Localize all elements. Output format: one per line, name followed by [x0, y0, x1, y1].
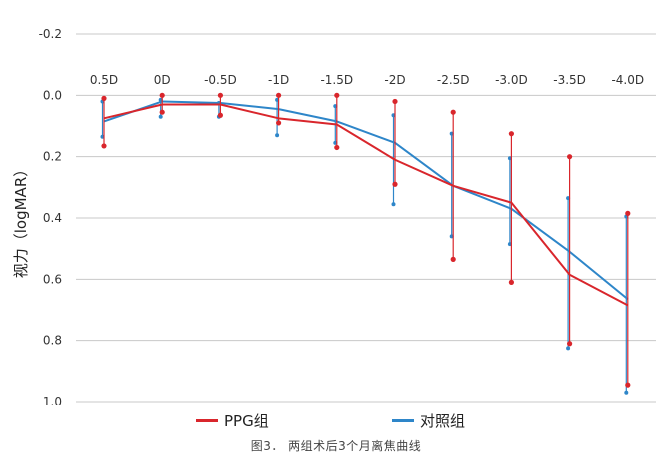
error-cap-high: [158, 114, 163, 119]
error-cap-low: [625, 210, 631, 216]
error-cap-low: [508, 131, 514, 137]
y-axis-ticks: -0.2 0.0 0.2 0.4 0.6 0.8 1.0: [39, 27, 62, 405]
error-cap-high: [567, 341, 573, 347]
x-axis-ticks: 0.5D 0D -0.5D -1D -1.5D -2D -2.5D -3.0D -3.5D -4.…: [90, 73, 644, 87]
error-cap-high: [334, 144, 340, 151]
error-cap-high: [101, 143, 107, 149]
x-tick-label: -3.0D: [495, 73, 528, 87]
error-cap-low: [450, 109, 456, 115]
x-tick-label: -1.5D: [320, 73, 353, 87]
y-tick-label: 0.2: [43, 150, 62, 164]
legend-item-ppg: PPG组: [196, 410, 269, 431]
error-cap-high: [217, 112, 223, 118]
y-tick-label: 0.0: [43, 88, 62, 102]
error-cap-high: [508, 279, 514, 285]
y-tick-label: 0.6: [43, 272, 62, 286]
error-cap-high: [276, 120, 282, 126]
y-axis-label: 视力（logMAR）: [12, 162, 30, 279]
series-line: [103, 103, 629, 307]
error-cap-low: [392, 98, 398, 105]
grid-lines: [76, 33, 656, 403]
error-cap-high: [625, 382, 631, 388]
series-control: [100, 97, 629, 395]
error-cap-high: [624, 390, 629, 395]
legend-swatch-ppg: [196, 419, 218, 422]
series-ppg: [101, 92, 631, 388]
series-layer: [100, 92, 631, 395]
error-cap-high: [275, 133, 280, 138]
error-cap-low: [217, 92, 223, 98]
legend-label-ppg: PPG组: [224, 412, 269, 430]
legend-item-control: 对照组: [392, 410, 465, 431]
error-cap-low: [567, 154, 573, 160]
legend-label-control: 对照组: [420, 412, 466, 430]
y-tick-label: 0.4: [43, 211, 62, 225]
legend: PPG组 对照组: [0, 408, 672, 434]
x-tick-label: -0.5D: [204, 73, 237, 87]
x-tick-label: -2D: [384, 73, 405, 87]
x-tick-label: -2.5D: [437, 73, 470, 87]
y-tick-label: 1.0: [43, 395, 62, 405]
error-cap-high: [450, 256, 456, 262]
x-tick-label: 0D: [154, 73, 171, 87]
error-cap-low: [159, 92, 165, 98]
series-line: [103, 100, 629, 301]
error-cap-high: [159, 109, 165, 115]
error-cap-low: [334, 92, 340, 98]
defocus-curve-chart: -0.2 0.0 0.2 0.4 0.6 0.8 1.0 0.5D 0D -0.5D -1D -1.…: [12, 27, 656, 405]
error-cap-high: [391, 202, 396, 207]
error-cap-low: [101, 95, 107, 101]
x-tick-label: -3.5D: [553, 73, 586, 87]
y-tick-label: 0.8: [43, 334, 62, 348]
figure-caption: 图3． 两组术后3个月离焦曲线: [250, 439, 422, 453]
y-tick-label: -0.2: [39, 27, 62, 41]
error-cap-high: [566, 346, 571, 351]
x-tick-label: -1D: [268, 73, 289, 87]
x-tick-label: -4.0D: [611, 73, 644, 87]
x-tick-label: 0.5D: [90, 73, 118, 87]
legend-swatch-control: [392, 419, 414, 422]
error-cap-low: [276, 92, 282, 98]
error-cap-high: [392, 181, 398, 187]
